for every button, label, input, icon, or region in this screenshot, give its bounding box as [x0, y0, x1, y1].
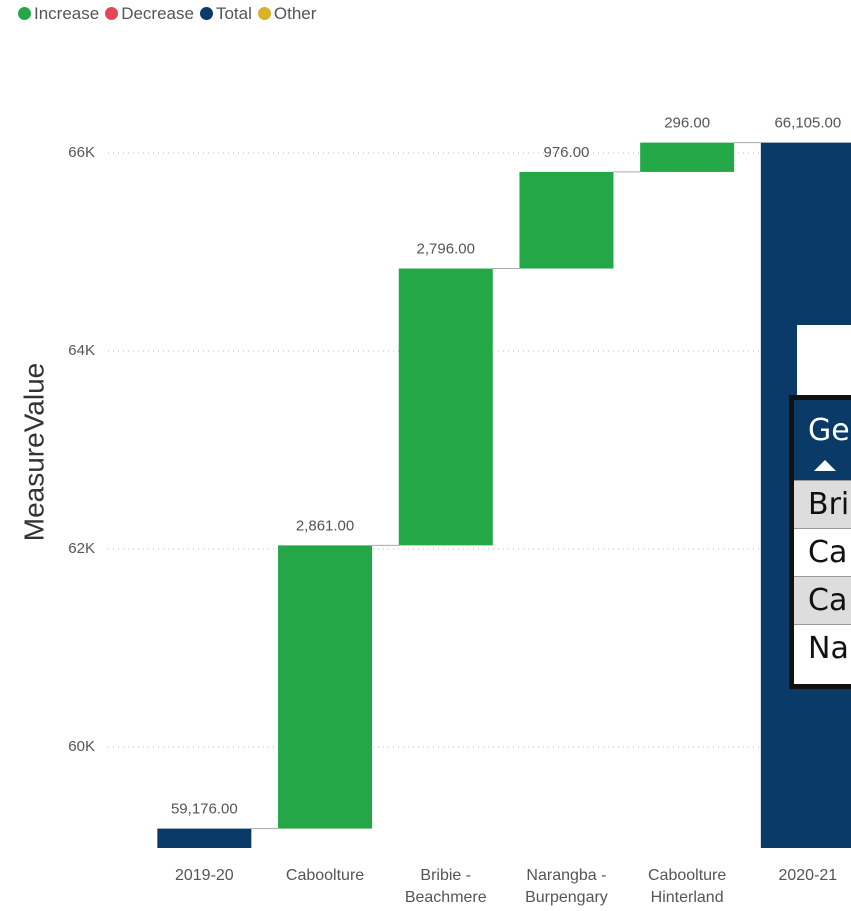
x-tick-label: 2019-20: [174, 867, 234, 884]
legend-item: Other: [257, 4, 317, 24]
legend-swatch: [18, 7, 31, 20]
overlay-row: Na: [794, 624, 851, 672]
legend-label: Increase: [34, 4, 100, 23]
sort-icon: [814, 460, 836, 471]
value-label: 2,861.00: [296, 517, 354, 534]
bar: [640, 142, 735, 172]
y-tick-label: 60K: [68, 738, 95, 755]
overlay-header-text: Ge: [808, 413, 850, 448]
legend-label: Total: [215, 4, 252, 23]
legend-item: Decrease: [105, 4, 194, 24]
overlay-row: Bri: [794, 480, 851, 528]
y-tick-label: 64K: [68, 342, 95, 359]
x-tick-label: Caboolture Hinterland: [648, 867, 727, 906]
value-label: 66,105.00: [774, 115, 841, 132]
value-label: 59,176.00: [171, 801, 238, 818]
legend-swatch: [199, 7, 213, 20]
overlay-table: Ge Bri Ca Ca Na: [789, 395, 851, 689]
bar: [398, 268, 493, 546]
x-tick-label: Bribie - Beachmere: [404, 867, 487, 906]
legend-label: Other: [273, 4, 317, 23]
legend-swatch: [257, 7, 271, 20]
x-tick-label: Narangba - Burpengary: [525, 867, 608, 906]
overlay-header: Ge: [794, 400, 851, 480]
y-tick-label: 66K: [68, 144, 95, 161]
bar: [519, 171, 614, 269]
legend-swatch: [105, 7, 119, 20]
overlay-row: Ca: [794, 528, 851, 576]
bar: [157, 828, 252, 848]
value-label: 976.00: [544, 144, 590, 161]
legend-label: Decrease: [121, 4, 194, 23]
x-tick-label: Caboolture: [285, 867, 365, 884]
legend-item: Increase: [18, 4, 99, 24]
legend-item: Total: [199, 4, 252, 24]
overlay-blank: [797, 325, 851, 395]
overlay-rows: Bri Ca Ca Na: [794, 480, 851, 672]
value-label: 2,796.00: [417, 241, 475, 258]
overlay-row: Ca: [794, 576, 851, 624]
y-axis-label: MeasureValue: [18, 363, 49, 541]
legend: Increase Decrease Total Other: [18, 4, 316, 24]
x-tick-label: 2020-21: [778, 867, 838, 884]
value-label: 296.00: [664, 115, 710, 132]
bar: [278, 545, 373, 829]
y-tick-label: 62K: [68, 540, 95, 557]
